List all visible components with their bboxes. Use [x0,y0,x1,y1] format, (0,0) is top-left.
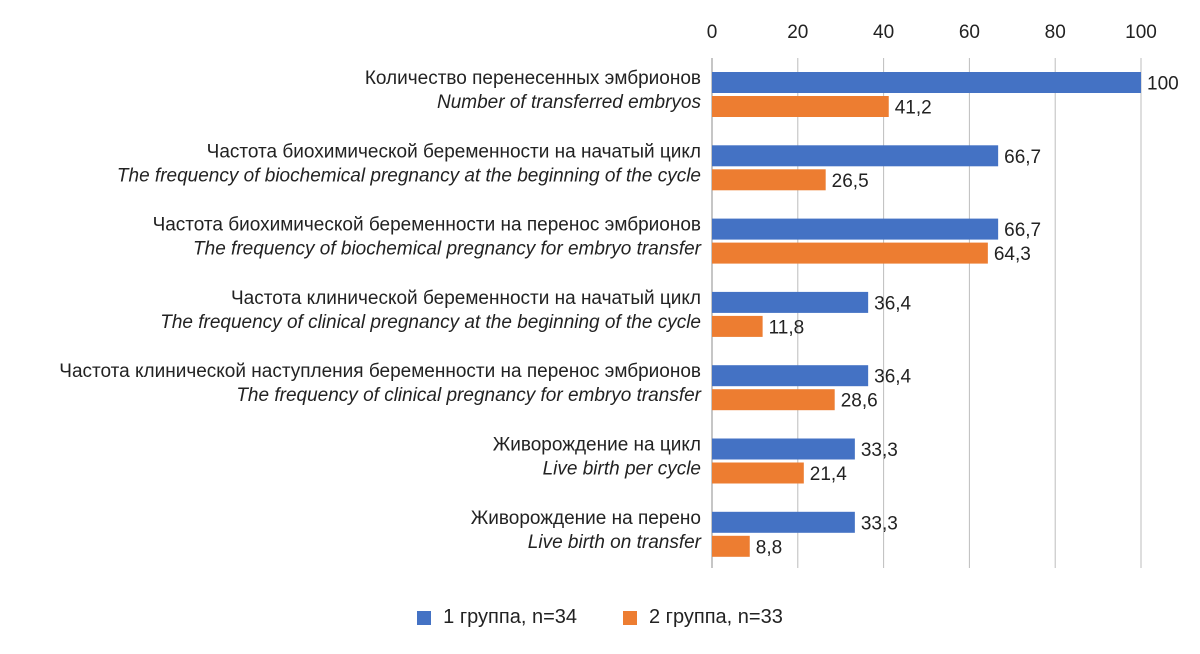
x-tick-label: 80 [1045,22,1066,43]
category-label-en: The frequency of biochemical pregnancy a… [117,165,701,186]
bar-series-2 [712,389,835,411]
bar-series-1 [712,511,855,533]
data-label-series-2: 28,6 [841,391,878,412]
category-label-en: The frequency of biochemical pregnancy f… [193,239,702,260]
data-label-series-2: 41,2 [895,98,932,119]
bar-series-1 [712,145,999,167]
bar-series-1 [712,291,869,313]
category-label-ru: Частота клинической беременности на нача… [231,288,701,309]
bar-series-2 [712,242,988,264]
data-label-series-2: 64,3 [994,244,1031,265]
data-label-series-2: 11,8 [769,317,805,338]
category-label-en: Live birth per cycle [543,459,701,480]
legend: 1 группа, n=34 2 группа, n=33 [0,606,1200,629]
legend-swatch-group-2 [623,610,637,625]
bar-series-2 [712,169,826,191]
x-tick-label: 0 [707,22,718,43]
data-label-series-1: 100 [1147,74,1179,95]
legend-label-group-1: 1 группа, n=34 [443,606,577,628]
data-label-series-2: 8,8 [756,537,782,558]
category-label-en: The frequency of clinical pregnancy for … [236,385,701,406]
bar-series-1 [712,72,1141,93]
bar-series-1 [712,365,869,387]
legend-item-group-2: 2 группа, n=33 [623,606,783,629]
x-tick-label: 20 [787,22,808,43]
legend-swatch-group-1 [417,610,432,625]
data-label-series-2: 21,4 [810,464,847,485]
bar-series-2 [712,535,750,557]
category-label-ru: Количество перенесенных эмбрионов [365,68,701,89]
data-label-series-1: 66,7 [1004,147,1041,168]
x-tick-label: 60 [959,22,980,43]
data-labels: 100 41,2 66,7 26,5 66,7 64,3 36,4 11,8 36,4 28,6 3… [756,74,1179,559]
x-axis-ticks: 0 20 40 60 80 100 [707,22,1157,43]
bar-series-2 [712,96,889,117]
legend-label-group-2: 2 группа, n=33 [649,606,783,628]
category-label-en: Number of transferred embryos [437,92,701,113]
data-label-series-1: 33,3 [861,513,898,534]
x-tick-label: 100 [1125,22,1157,43]
bar-series-2 [712,462,804,484]
bar-series-1 [712,438,855,460]
category-label-ru: Частота клинической наступления беременн… [59,361,701,382]
data-label-series-1: 36,4 [874,367,911,388]
data-label-series-1: 33,3 [861,440,898,461]
legend-item-group-1: 1 группа, n=34 [417,606,577,629]
bar-chart: 0 20 40 60 80 100 Количество перенесенных эмб… [59,22,1179,568]
data-label-series-2: 26,5 [832,171,869,192]
bar-series-2 [712,315,763,337]
category-label-ru: Живорождение на цикл [493,435,701,456]
category-label-ru: Частота биохимической беременности на на… [207,141,701,162]
data-label-series-1: 66,7 [1004,220,1041,241]
category-label-ru: Живорождение на перено [471,508,701,529]
category-label-en: The frequency of clinical pregnancy at t… [160,312,701,333]
data-label-series-1: 36,4 [874,293,911,314]
x-tick-label: 40 [873,22,894,43]
gridlines [711,58,1142,568]
category-label-en: Live birth on transfer [528,532,702,553]
category-label-ru: Частота биохимической беременности на пе… [153,215,701,236]
category-labels: Количество перенесенных эмбрионов Number … [59,68,701,553]
bar-series-1 [712,218,999,240]
bars [712,72,1141,557]
